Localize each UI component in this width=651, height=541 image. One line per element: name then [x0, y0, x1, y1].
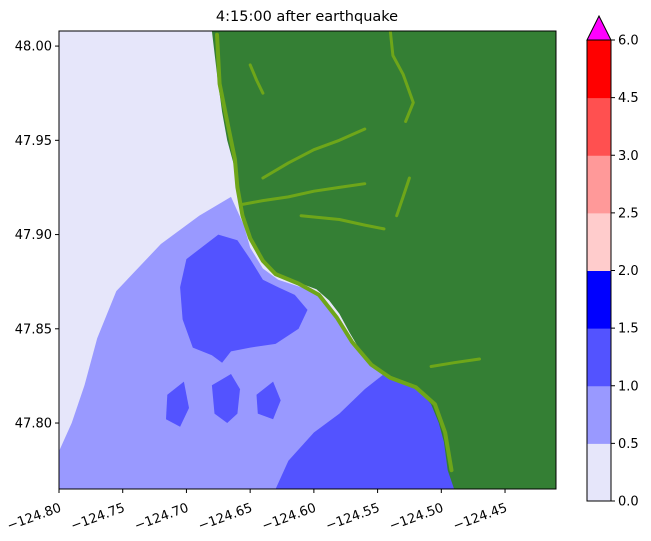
- colorbar-segment: [587, 270, 611, 329]
- colorbar-segment: [587, 212, 611, 271]
- x-tick-label: −124.60: [260, 501, 318, 534]
- colorbar: 0.0 0.5 1.0 1.5 2.0 2.5 3.0 4.5 6.0: [586, 14, 639, 510]
- y-axis: 47.80 47.85 47.90 47.95 48.00: [15, 40, 59, 432]
- colorbar-segment: [587, 97, 611, 156]
- y-tick-label: 47.85: [15, 322, 52, 337]
- colorbar-tick-label: 4.5: [618, 91, 639, 106]
- inundation-strip: [429, 357, 481, 368]
- colorbar-tick-label: 6.0: [618, 34, 639, 49]
- plot-area: [59, 31, 556, 489]
- region-offshore: [59, 31, 231, 452]
- y-tick-label: 47.90: [15, 228, 52, 243]
- y-tick-label: 47.95: [15, 134, 52, 149]
- colorbar-segment: [587, 443, 611, 502]
- inundation-strip: [395, 176, 411, 218]
- colorbar-tick-label: 2.5: [618, 206, 639, 221]
- chart-title: 4:15:00 after earthquake: [216, 9, 398, 25]
- colorbar-tick-label: 0.5: [618, 437, 639, 452]
- x-tick-label: −124.45: [451, 501, 509, 534]
- x-tick-label: −124.55: [324, 501, 382, 534]
- colorbar-tick-label: 1.0: [618, 379, 639, 394]
- inundation-layer: [215, 31, 481, 473]
- colorbar-tick-label: 3.0: [618, 149, 639, 164]
- region-land: [211, 31, 556, 489]
- x-tick-label: −124.65: [196, 501, 254, 534]
- inundation-strip: [215, 32, 454, 473]
- inundation-strip: [388, 31, 415, 123]
- region-nearshore-1.0-1.5-north: [180, 234, 308, 363]
- x-tick-label: −124.50: [388, 501, 446, 534]
- inundation-strip: [241, 182, 367, 206]
- colorbar-tick-label: 2.0: [618, 264, 639, 279]
- colorbar-segment: [587, 155, 611, 214]
- region-nearshore-1.0-1.5-south: [275, 372, 465, 489]
- y-tick-label: 48.00: [15, 40, 52, 55]
- colorbar-segment: [587, 385, 611, 444]
- plot-frame: [58, 30, 557, 490]
- colorbar-extend-arrow: [586, 14, 612, 41]
- inundation-strip: [299, 214, 386, 231]
- colorbar-tick-label: 1.5: [618, 322, 639, 337]
- x-tick-label: −124.75: [69, 501, 127, 534]
- x-tick-label: −124.80: [5, 501, 63, 534]
- inundation-strip: [248, 63, 265, 95]
- map-regions: [59, 31, 556, 489]
- region-pocket-1: [211, 374, 240, 423]
- colorbar-segment: [587, 40, 611, 99]
- colorbar-segment: [587, 328, 611, 387]
- x-tick-label: −124.70: [133, 501, 191, 534]
- colorbar-tick-label: 0.0: [618, 495, 639, 510]
- y-tick-label: 47.80: [15, 417, 52, 432]
- inundation-strip: [261, 127, 367, 180]
- region-pocket-3: [166, 381, 189, 427]
- region-pocket-2: [256, 381, 281, 420]
- x-axis: −124.80 −124.75 −124.70 −124.65 −124.60 −124.…: [5, 489, 509, 534]
